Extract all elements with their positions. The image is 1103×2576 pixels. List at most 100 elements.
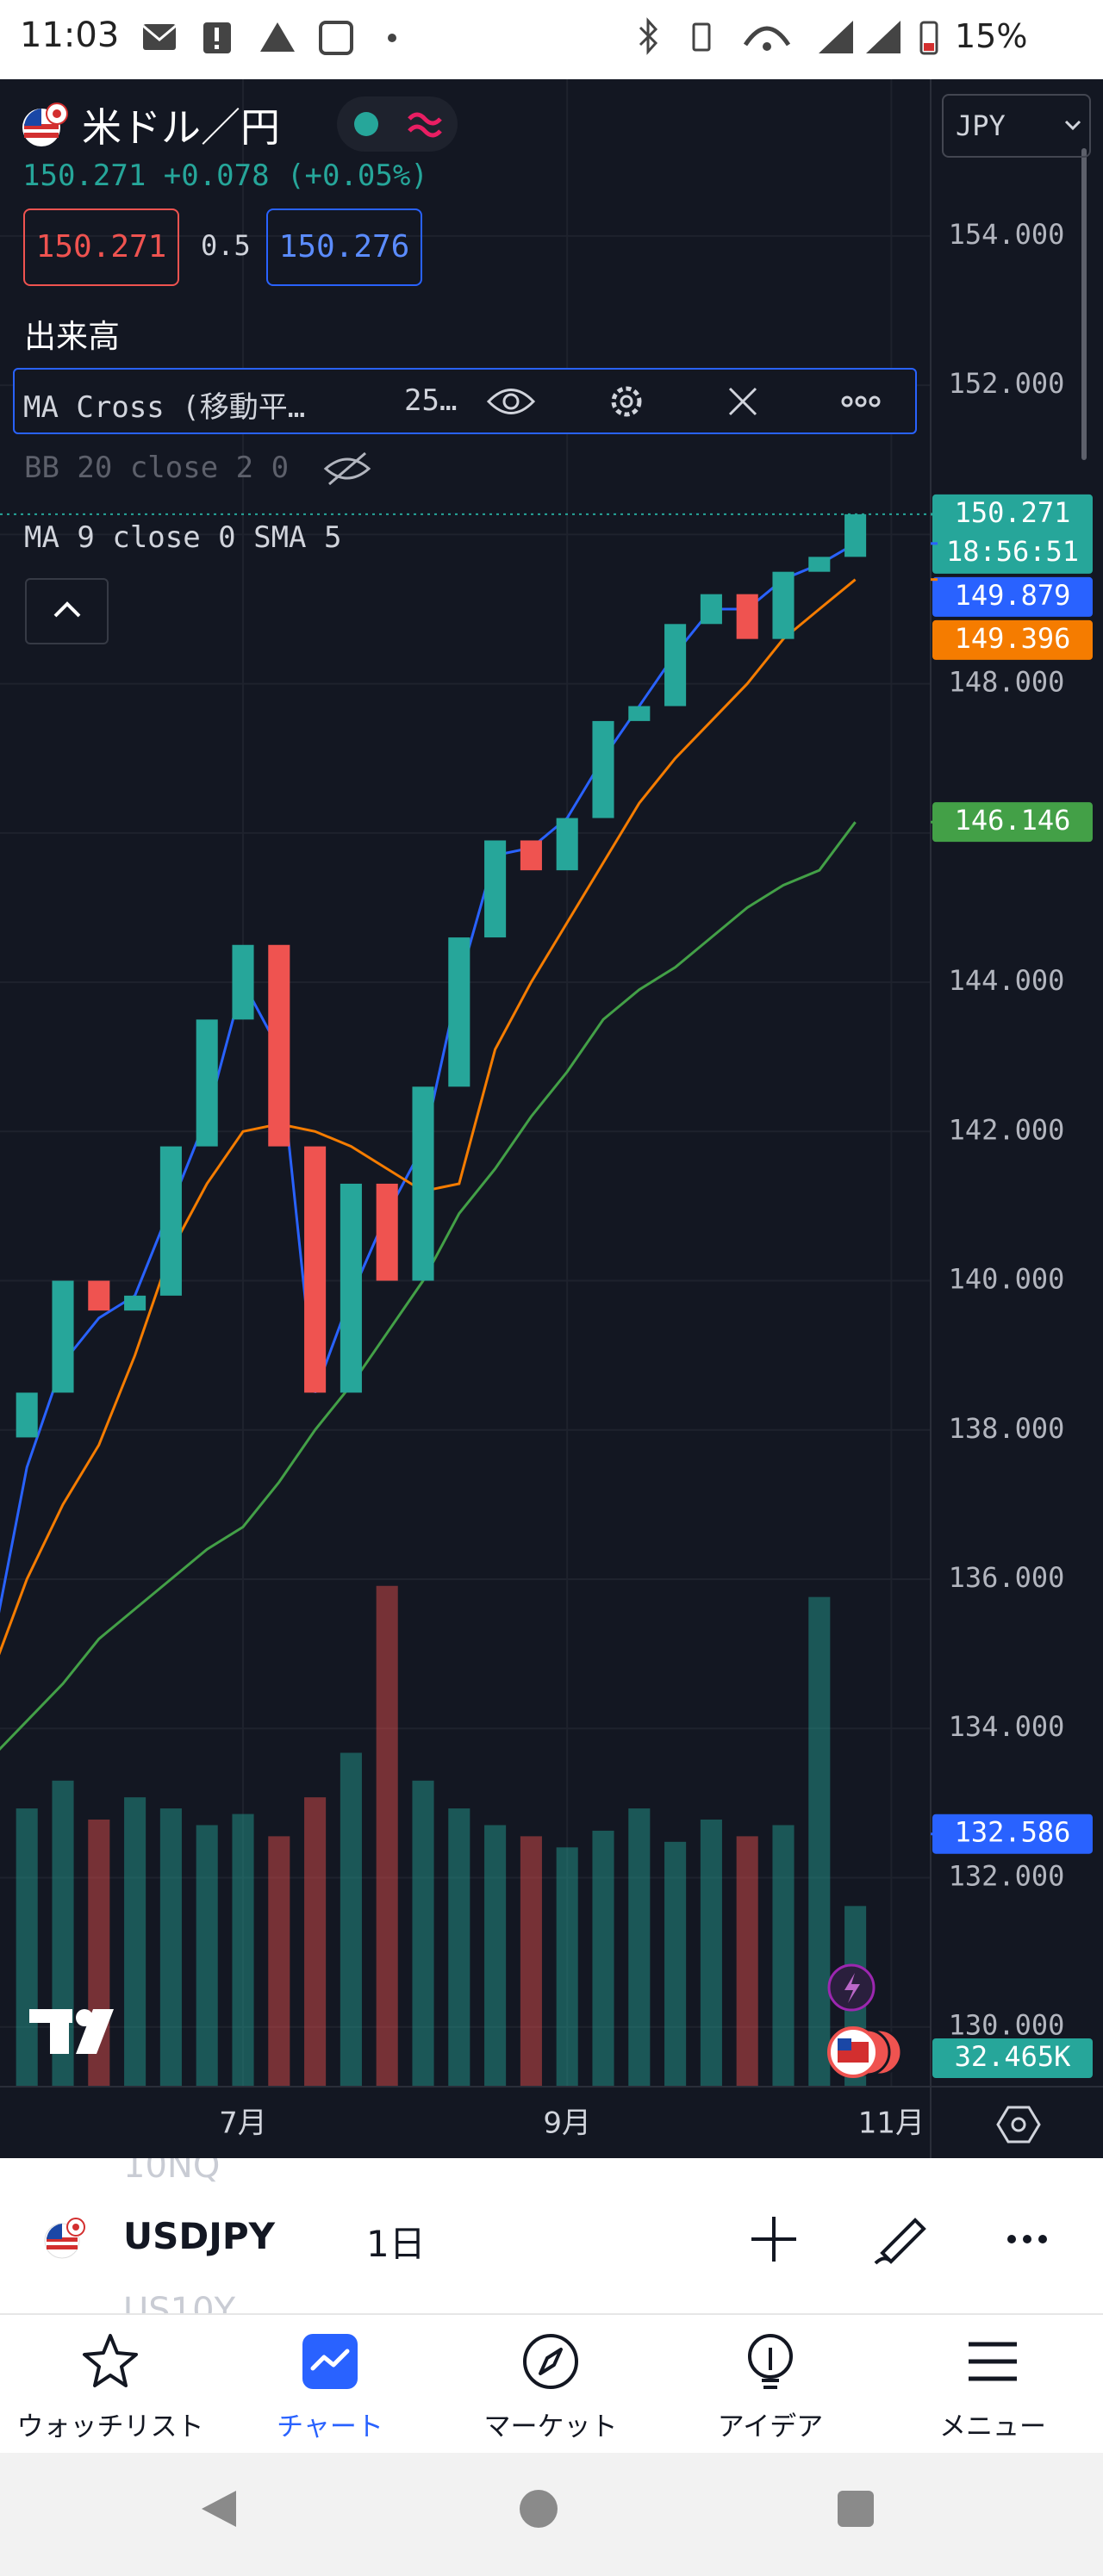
candle-body: [484, 840, 507, 938]
caret-up: [53, 601, 81, 618]
sell-button[interactable]: 150.271: [23, 208, 179, 286]
volume-bar: [808, 1596, 831, 2087]
price-axis-background: [931, 79, 1103, 2158]
spread: 0.5: [201, 229, 251, 262]
dropdown-caret: [1064, 120, 1081, 131]
back-button[interactable]: [202, 2491, 236, 2527]
volume-bar: [268, 1836, 290, 2087]
add-button[interactable]: [751, 2217, 796, 2262]
ma-cross-value: 25…: [404, 383, 458, 418]
volume-badge-label: 32.465K: [955, 2040, 1072, 2073]
economic-events[interactable]: [827, 2026, 903, 2078]
nav-ideas[interactable]: アイデア: [667, 2315, 874, 2455]
x-tick-label: 11月: [858, 2106, 925, 2141]
candle-body: [592, 720, 614, 818]
collapse-legend-button[interactable]: [25, 578, 109, 644]
ma-legend[interactable]: MA 9 close 0 SMA 5: [24, 520, 342, 555]
volume-badge: [932, 2038, 1093, 2078]
hidden-icon[interactable]: [322, 450, 372, 488]
candle-body: [88, 1280, 110, 1311]
price-badge: [932, 1814, 1093, 1854]
price-badge-label: 150.271: [955, 496, 1071, 529]
volume-bar: [196, 1825, 218, 2087]
menu-icon: [969, 2342, 1017, 2381]
currency-select[interactable]: JPY: [942, 94, 1091, 158]
volume-bar: [16, 1808, 38, 2087]
candle-body: [124, 1295, 146, 1311]
drawing-button[interactable]: [874, 2218, 926, 2265]
volume-bar: [628, 1808, 651, 2087]
remove-icon[interactable]: [728, 387, 757, 416]
x-tick-label: 9月: [543, 2106, 591, 2141]
market-status[interactable]: [337, 96, 458, 152]
interval[interactable]: 1日: [366, 2223, 426, 2265]
previous-symbol[interactable]: 10NQ: [123, 2158, 221, 2186]
status-icons: [142, 21, 396, 55]
nav-label: マーケット: [483, 2411, 618, 2442]
toolbar-actions: [751, 2217, 1047, 2265]
next-symbol[interactable]: US10Y: [123, 2291, 235, 2313]
ma-cross-legend[interactable]: MA Cross (移動平… 25…: [13, 368, 917, 434]
market-open-dot: [354, 112, 378, 136]
visibility-icon[interactable]: [487, 389, 536, 414]
clock: 11:03: [20, 16, 120, 55]
bottom-nav: ウォッチリスト チャート マーケット アイデア メニュー: [0, 2313, 1103, 2455]
ma-line: [0, 821, 857, 1752]
events-icon[interactable]: [827, 1963, 876, 2012]
price-badge: [932, 619, 1093, 660]
system-nav: [0, 2453, 1103, 2576]
y-tick-label: 142.000: [949, 1113, 1065, 1146]
volume-bar: [159, 1808, 182, 2087]
volume-bar: [412, 1780, 434, 2087]
symbol-name[interactable]: 米ドル／円: [82, 104, 280, 151]
tv-logo: [29, 2009, 114, 2054]
y-tick-label: 140.000: [949, 1263, 1065, 1296]
bb-legend[interactable]: BB 20 close 2 0: [24, 451, 290, 485]
candle-body: [556, 818, 578, 871]
candle-body: [736, 594, 758, 639]
y-tick-label: 134.000: [949, 1710, 1065, 1743]
candle-body: [232, 944, 254, 1020]
volume-bar: [232, 1814, 254, 2087]
candle-body: [52, 1280, 74, 1393]
candle-body: [700, 594, 722, 625]
nav-chart[interactable]: チャート: [227, 2315, 433, 2455]
volume-legend[interactable]: 出来高: [24, 318, 120, 355]
home-button[interactable]: [520, 2490, 558, 2528]
candle-body: [844, 513, 867, 557]
candle-body: [628, 706, 651, 721]
nav-menu[interactable]: メニュー: [889, 2315, 1096, 2455]
volume-bar: [304, 1797, 327, 2087]
price-badge: [932, 576, 1093, 617]
volume-bar: [556, 1847, 578, 2087]
compass-icon: [523, 2334, 578, 2389]
volume-bar: [520, 1836, 542, 2087]
buy-button[interactable]: 150.276: [266, 208, 422, 286]
y-tick-label: 152.000: [949, 367, 1065, 400]
settings-icon[interactable]: [996, 2106, 1041, 2144]
volume-bar: [700, 1820, 722, 2087]
candles: [16, 513, 867, 1438]
candle-body: [159, 1146, 182, 1296]
price-badge-label: 132.586: [955, 1816, 1071, 1849]
settings-icon[interactable]: [611, 386, 642, 417]
y-tick-label: 154.000: [949, 218, 1065, 251]
symbol-flag: [44, 2218, 85, 2259]
price-badge-countdown: 18:56:51: [946, 535, 1079, 568]
nav-watchlist[interactable]: ウォッチリスト: [7, 2315, 214, 2455]
symbol[interactable]: USDJPY: [123, 2215, 276, 2257]
candle-body: [664, 624, 687, 706]
candle-body: [268, 944, 290, 1147]
currency-label: JPY: [956, 109, 1006, 142]
more-icon[interactable]: [841, 395, 881, 408]
price-badge: [932, 802, 1093, 843]
star-icon: [83, 2334, 138, 2387]
recents-button[interactable]: [838, 2491, 874, 2527]
nav-label: メニュー: [939, 2411, 1046, 2442]
axes: 154.000152.000150.000148.000146.000144.0…: [219, 218, 1093, 2141]
y-tick-label: 136.000: [949, 1561, 1065, 1594]
more-button[interactable]: [1007, 2235, 1047, 2243]
volume-bar: [772, 1825, 795, 2087]
nav-markets[interactable]: マーケット: [447, 2315, 654, 2455]
